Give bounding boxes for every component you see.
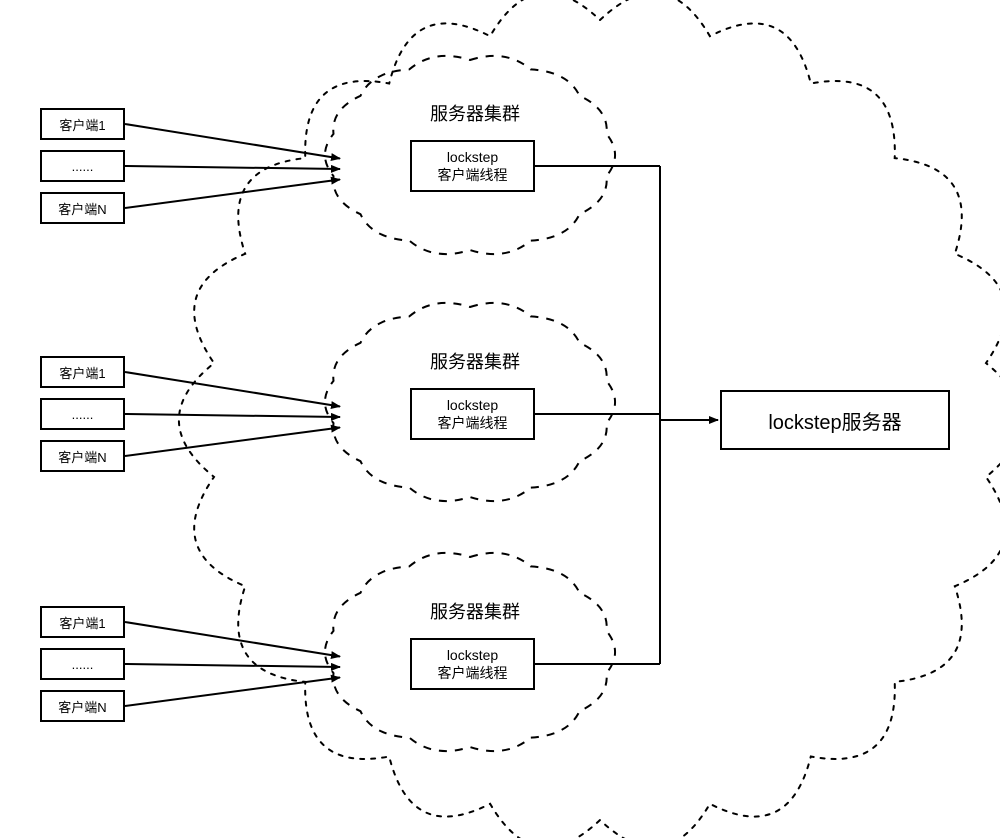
- cluster-label: 服务器集群: [410, 100, 540, 126]
- server-arrows: [535, 166, 718, 664]
- lockstep-client-thread-box: lockstep客户端线程: [410, 388, 535, 440]
- lockstep-server-box: lockstep服务器: [720, 390, 950, 450]
- client-box-label: 客户端1: [59, 363, 105, 382]
- inner-box-line1: lockstep: [447, 148, 498, 166]
- client-box-label: 客户端1: [59, 115, 105, 134]
- diagram-stage: 服务器集群lockstep客户端线程服务器集群lockstep客户端线程服务器集…: [0, 0, 1000, 838]
- client-box: ......: [40, 398, 125, 430]
- inner-box-line2: 客户端线程: [438, 166, 508, 184]
- client-box-label: 客户端N: [58, 697, 106, 716]
- inner-box-line2: 客户端线程: [438, 414, 508, 432]
- client-arrows: [125, 124, 340, 706]
- client-box: 客户端N: [40, 690, 125, 722]
- client-box-label: 客户端N: [58, 199, 106, 218]
- lockstep-server-label: lockstep服务器: [768, 406, 901, 435]
- client-box: ......: [40, 150, 125, 182]
- cluster-label: 服务器集群: [410, 348, 540, 374]
- inner-box-line2: 客户端线程: [438, 664, 508, 682]
- client-box-label: ......: [72, 159, 94, 174]
- cluster-label: 服务器集群: [410, 598, 540, 624]
- client-box-label: ......: [72, 657, 94, 672]
- lockstep-client-thread-box: lockstep客户端线程: [410, 638, 535, 690]
- lockstep-client-thread-box: lockstep客户端线程: [410, 140, 535, 192]
- client-box: 客户端1: [40, 108, 125, 140]
- client-box: 客户端1: [40, 356, 125, 388]
- inner-box-line1: lockstep: [447, 646, 498, 664]
- client-box: 客户端N: [40, 440, 125, 472]
- client-box-label: ......: [72, 407, 94, 422]
- inner-box-line1: lockstep: [447, 396, 498, 414]
- client-box: 客户端N: [40, 192, 125, 224]
- client-box: ......: [40, 648, 125, 680]
- client-box-label: 客户端1: [59, 613, 105, 632]
- client-box: 客户端1: [40, 606, 125, 638]
- client-box-label: 客户端N: [58, 447, 106, 466]
